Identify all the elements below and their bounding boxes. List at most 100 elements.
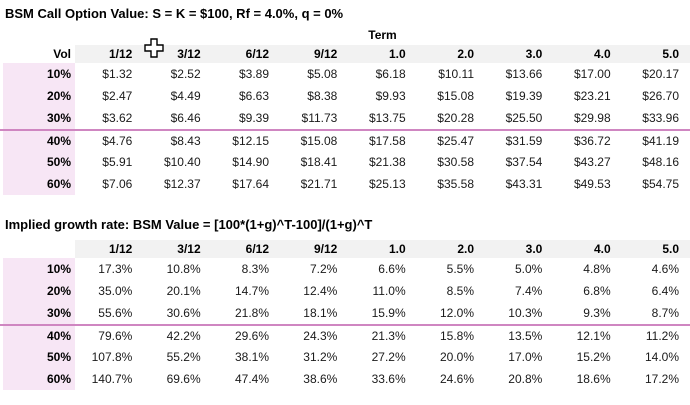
term-column-header[interactable]: 3/12 [143,240,212,258]
option-value-cell[interactable]: $43.31 [505,177,543,191]
vol-header-cell[interactable]: Vol [0,45,75,63]
term-column-header[interactable]: 5.0 [621,45,690,63]
term-column-header[interactable]: 5.0 [621,240,690,258]
option-value-cell[interactable]: $5.08 [307,67,338,81]
growth-rate-cell[interactable]: 35.0% [98,284,133,298]
empty-corner-cell[interactable] [0,240,75,258]
growth-rate-cell[interactable]: 21.3% [371,329,406,343]
vol-row-label[interactable]: 40% [0,326,75,346]
option-value-cell[interactable]: $37.54 [505,155,543,169]
option-value-cell[interactable]: $13.75 [368,111,406,125]
vol-row-label[interactable]: 60% [0,173,75,195]
term-column-header[interactable]: 9/12 [280,45,349,63]
vol-row-label[interactable]: 30% [0,302,75,324]
term-column-header[interactable]: 6/12 [211,45,280,63]
term-column-header[interactable]: 3.0 [485,45,554,63]
growth-rate-cell[interactable]: 29.6% [234,329,269,343]
growth-rate-cell[interactable]: 8.7% [651,306,679,320]
growth-rate-cell[interactable]: 24.3% [303,329,338,343]
term-column-header[interactable]: 9/12 [280,240,349,258]
option-value-cell[interactable]: $18.41 [300,155,338,169]
option-value-cell[interactable]: $9.93 [375,89,406,103]
option-value-cell[interactable]: $48.16 [642,155,679,169]
growth-rate-cell[interactable]: 9.3% [583,306,611,320]
growth-rate-cell[interactable]: 24.6% [439,372,474,386]
growth-rate-cell[interactable]: 38.1% [234,350,269,364]
option-value-cell[interactable]: $6.18 [375,67,406,81]
option-value-cell[interactable]: $8.38 [307,89,338,103]
option-value-cell[interactable]: $36.72 [573,134,611,148]
growth-rate-cell[interactable]: 7.4% [514,284,543,298]
growth-rate-cell[interactable]: 13.5% [508,329,543,343]
option-value-cell[interactable]: $26.70 [642,89,679,103]
growth-rate-cell[interactable]: 42.2% [166,329,201,343]
growth-rate-cell[interactable]: 30.6% [166,306,201,320]
term-column-header[interactable]: 2.0 [416,240,485,258]
growth-rate-cell[interactable]: 12.1% [576,329,611,343]
vol-row-label[interactable]: 40% [0,131,75,151]
option-value-cell[interactable]: $19.39 [505,89,543,103]
growth-rate-cell[interactable]: 55.2% [166,350,201,364]
option-value-cell[interactable]: $25.47 [437,134,474,148]
growth-rate-cell[interactable]: 47.4% [234,372,269,386]
option-value-cell[interactable]: $1.32 [102,67,133,81]
growth-rate-cell[interactable]: 4.8% [583,262,611,276]
term-column-header[interactable]: 2.0 [416,45,485,63]
term-column-header[interactable]: 6/12 [211,240,280,258]
growth-rate-cell[interactable]: 31.2% [303,350,338,364]
option-value-cell[interactable]: $13.66 [505,67,543,81]
option-value-cell[interactable]: $9.39 [238,111,269,125]
bsm-table-title[interactable]: BSM Call Option Value: S = K = $100, Rf … [5,6,344,21]
option-value-cell[interactable]: $15.08 [300,134,338,148]
growth-rate-cell[interactable]: 17.0% [508,350,543,364]
growth-rate-cell[interactable]: 6.6% [378,262,406,276]
implied-growth-table-title[interactable]: Implied growth rate: BSM Value = [100*(1… [5,217,373,232]
option-value-cell[interactable]: $43.27 [573,155,611,169]
option-value-cell[interactable]: $20.28 [437,111,474,125]
option-value-cell[interactable]: $2.52 [170,67,201,81]
option-value-cell[interactable]: $31.59 [505,134,543,148]
growth-rate-cell[interactable]: 11.2% [645,329,679,343]
option-value-cell[interactable]: $8.43 [170,134,201,148]
option-value-cell[interactable]: $10.11 [438,67,474,81]
growth-rate-cell[interactable]: 15.8% [439,329,474,343]
option-value-cell[interactable]: $11.73 [301,111,338,125]
growth-rate-cell[interactable]: 18.6% [576,372,611,386]
option-value-cell[interactable]: $49.53 [573,177,611,191]
vol-row-label[interactable]: 50% [0,151,75,173]
growth-rate-cell[interactable]: 12.0% [439,306,474,320]
vol-row-label[interactable]: 20% [0,85,75,107]
option-value-cell[interactable]: $10.40 [163,155,201,169]
growth-rate-cell[interactable]: 14.0% [644,350,679,364]
growth-rate-cell[interactable]: 15.2% [576,350,611,364]
growth-rate-cell[interactable]: 107.8% [91,350,133,364]
option-value-cell[interactable]: $33.96 [642,111,679,125]
vol-row-label[interactable]: 10% [0,63,75,85]
growth-rate-cell[interactable]: 12.4% [303,284,338,298]
growth-rate-cell[interactable]: 10.3% [508,306,543,320]
growth-rate-cell[interactable]: 18.1% [303,306,338,320]
growth-rate-cell[interactable]: 55.6% [98,306,133,320]
option-value-cell[interactable]: $4.76 [102,134,133,148]
term-column-header[interactable]: 4.0 [553,240,622,258]
growth-rate-cell[interactable]: 8.3% [241,262,269,276]
growth-rate-cell[interactable]: 8.5% [446,284,474,298]
vol-row-label[interactable]: 20% [0,280,75,302]
growth-rate-cell[interactable]: 17.3% [98,262,133,276]
growth-rate-cell[interactable]: 15.9% [371,306,406,320]
option-value-cell[interactable]: $4.49 [170,89,201,103]
term-column-header[interactable]: 1/12 [75,45,144,63]
term-label[interactable]: Term [368,28,397,42]
option-value-cell[interactable]: $30.58 [437,155,474,169]
growth-rate-cell[interactable]: 27.2% [371,350,406,364]
term-column-header[interactable]: 3.0 [485,240,554,258]
growth-rate-cell[interactable]: 20.8% [508,372,543,386]
option-value-cell[interactable]: $12.37 [163,177,201,191]
term-column-header[interactable]: 4.0 [553,45,622,63]
growth-rate-cell[interactable]: 5.0% [514,262,543,276]
growth-rate-cell[interactable]: 5.5% [446,262,474,276]
growth-rate-cell[interactable]: 69.6% [166,372,201,386]
growth-rate-cell[interactable]: 14.7% [234,284,269,298]
option-value-cell[interactable]: $23.21 [573,89,611,103]
vol-row-label[interactable]: 60% [0,368,75,390]
